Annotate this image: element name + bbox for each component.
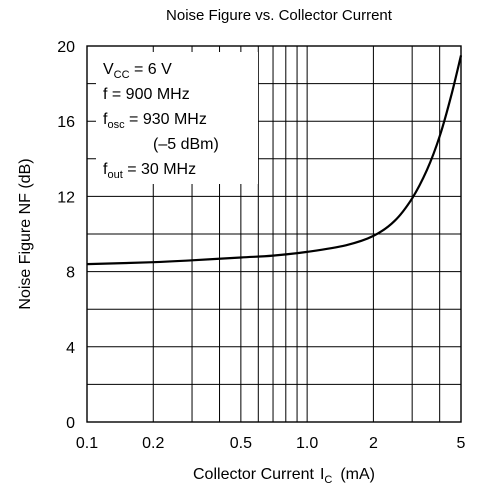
conditions-box	[96, 52, 258, 184]
y-tick-labels: 0 4 8 12 16 20	[57, 39, 75, 432]
y-tick-label: 4	[66, 340, 75, 357]
y-axis-label: Noise Figure NF (dB)	[17, 158, 34, 309]
condition-line: fosc = 930 MHz	[103, 111, 207, 131]
y-tick-label: 20	[57, 39, 75, 56]
x-tick-label: 2	[369, 435, 378, 452]
x-tick-labels: 0.1 0.2 0.5 1.0 2 5	[76, 435, 466, 452]
x-tick-label: 1.0	[296, 435, 318, 452]
y-tick-label: 12	[57, 189, 75, 206]
series-line-noise-figure	[86, 55, 463, 266]
x-tick-label: 0.2	[142, 435, 164, 452]
plot-frame	[86, 45, 462, 423]
condition-line: f = 900 MHz	[103, 86, 190, 103]
condition-line: fout = 30 MHz	[103, 161, 196, 181]
conditions-annotation: VCC = 6 V f = 900 MHz fosc = 930 MHz (–5 dB…	[103, 61, 219, 181]
y-tick-label: 16	[57, 114, 75, 131]
chart-title: Noise Figure vs. Collector Current	[166, 7, 393, 24]
y-tick-label: 8	[66, 265, 75, 282]
x-axis-label: Collector Current IC (mA)	[193, 466, 375, 486]
y-tick-label: 0	[66, 415, 75, 432]
x-tick-label: 0.5	[230, 435, 252, 452]
condition-line: VCC = 6 V	[103, 61, 172, 81]
condition-line: (–5 dBm)	[153, 136, 219, 153]
x-tick-label: 5	[457, 435, 466, 452]
x-tick-label: 0.1	[76, 435, 98, 452]
